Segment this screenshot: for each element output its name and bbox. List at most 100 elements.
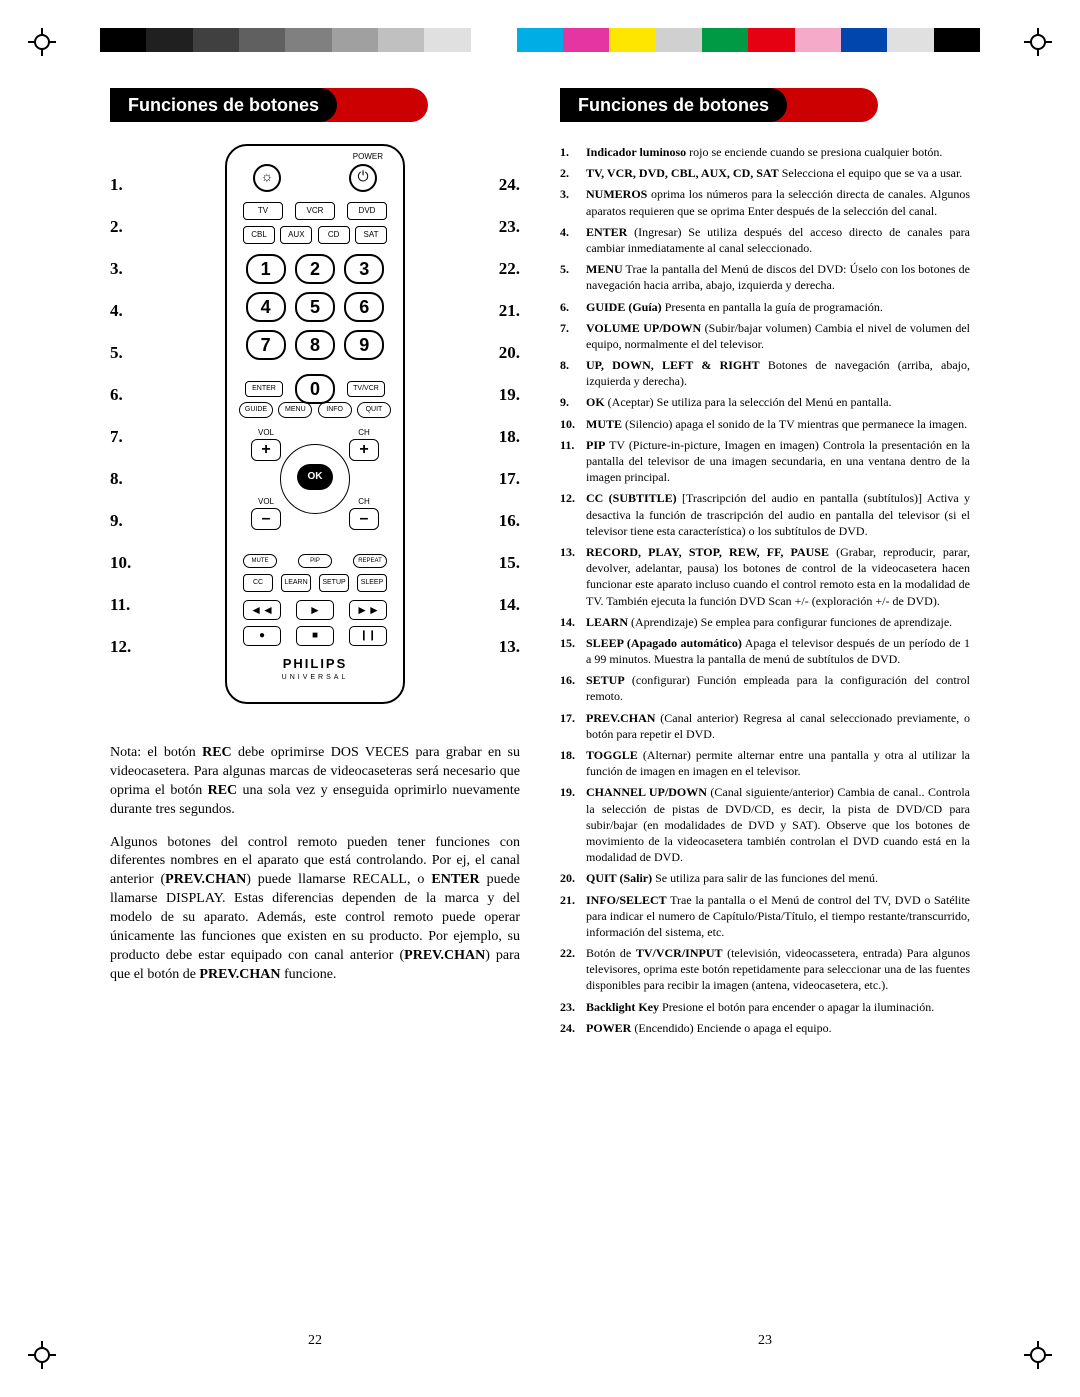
- definition-item: 14.LEARN (Aprendizaje) Se emplea para co…: [560, 614, 970, 630]
- callout-num: 6.: [110, 374, 131, 416]
- definition-item: 12.CC (SUBTITLE) [Trascripción del audio…: [560, 490, 970, 539]
- color-calibration-bar: [100, 28, 980, 52]
- right-page: Funciones de botones 1.Indicador luminos…: [560, 88, 970, 1327]
- callout-num: 13.: [499, 626, 520, 668]
- number-key: 3: [344, 254, 384, 284]
- callout-num: 21.: [499, 290, 520, 332]
- menu-row: GUIDE MENU INFO QUIT: [239, 402, 391, 418]
- square-button: SETUP: [319, 574, 349, 592]
- number-key: 8: [295, 330, 335, 360]
- definition-item: 1.Indicador luminoso rojo se enciende cu…: [560, 144, 970, 160]
- definition-item: 16.SETUP (configurar) Función empleada p…: [560, 672, 970, 704]
- definition-item: 13.RECORD, PLAY, STOP, REW, FF, PAUSE (G…: [560, 544, 970, 609]
- number-key: 5: [295, 292, 335, 322]
- ch-up: +: [349, 439, 379, 461]
- device-row-2: CBL AUX CD SAT: [243, 226, 387, 244]
- callout-num: 7.: [110, 416, 131, 458]
- vol-label: VOL: [247, 428, 285, 437]
- def-text: NUMEROS oprima los números para la selec…: [586, 186, 970, 218]
- def-text: POWER (Encendido) Enciende o apaga el eq…: [586, 1020, 970, 1036]
- transport-button: ►: [296, 600, 334, 620]
- def-text: INFO/SELECT Trae la pantalla o el Menú d…: [586, 892, 970, 941]
- callout-num: 3.: [110, 248, 131, 290]
- callout-num: 17.: [499, 458, 520, 500]
- callout-num: 12.: [110, 626, 131, 668]
- def-text: UP, DOWN, LEFT & RIGHT Botones de navega…: [586, 357, 970, 389]
- def-text: Botón de TV/VCR/INPUT (televisión, video…: [586, 945, 970, 994]
- callout-num: 24.: [499, 164, 520, 206]
- device-button: CD: [318, 226, 350, 244]
- definition-item: 19.CHANNEL UP/DOWN (Canal siguiente/ante…: [560, 784, 970, 865]
- registration-mark: [28, 1341, 56, 1369]
- ok-button: OK: [297, 464, 333, 490]
- def-text: VOLUME UP/DOWN (Subir/bajar volumen) Cam…: [586, 320, 970, 352]
- def-text: RECORD, PLAY, STOP, REW, FF, PAUSE (Grab…: [586, 544, 970, 609]
- callout-num: 11.: [110, 584, 131, 626]
- number-key: 9: [344, 330, 384, 360]
- transport-button: ◄◄: [243, 600, 281, 620]
- def-text: TOGGLE (Alternar) permite alternar entre…: [586, 747, 970, 779]
- def-number: 5.: [560, 261, 586, 293]
- rec-button: ■: [296, 626, 334, 646]
- def-text: TV, VCR, DVD, CBL, AUX, CD, SAT Seleccio…: [586, 165, 970, 181]
- note-text: Nota: el botón REC debe oprimirse DOS VE…: [110, 744, 520, 999]
- definition-item: 20.QUIT (Salir) Se utiliza para salir de…: [560, 870, 970, 886]
- mute-row: MUTEPIPREPEAT: [243, 554, 387, 568]
- def-text: PREV.CHAN (Canal anterior) Regresa al ca…: [586, 710, 970, 742]
- def-text: Backlight Key Presione el botón para enc…: [586, 999, 970, 1015]
- definition-item: 6.GUIDE (Guía) Presenta en pantalla la g…: [560, 299, 970, 315]
- menu-button: INFO: [318, 402, 352, 418]
- def-text: SLEEP (Apagado automático) Apaga el tele…: [586, 635, 970, 667]
- device-button: CBL: [243, 226, 275, 244]
- callout-num: 19.: [499, 374, 520, 416]
- def-text: OK (Aceptar) Se utiliza para la selecció…: [586, 394, 970, 410]
- enter-button: ENTER: [245, 381, 283, 397]
- definition-item: 22.Botón de TV/VCR/INPUT (televisión, vi…: [560, 945, 970, 994]
- menu-button: GUIDE: [239, 402, 273, 418]
- registration-mark: [1024, 1341, 1052, 1369]
- def-number: 2.: [560, 165, 586, 181]
- square-button: SLEEP: [357, 574, 387, 592]
- power-label: POWER: [353, 152, 383, 161]
- definition-item: 9.OK (Aceptar) Se utiliza para la selecc…: [560, 394, 970, 410]
- def-text: CC (SUBTITLE) [Trascripción del audio en…: [586, 490, 970, 539]
- device-row-1: TVVCRDVD: [243, 202, 387, 220]
- brand-label: PHILIPS: [227, 656, 403, 671]
- device-button: TV: [243, 202, 283, 220]
- remote-diagram: 1.2.3.4.5.6.7.8.9.10.11.12. 24.23.22.21.…: [110, 144, 520, 724]
- registration-mark: [1024, 28, 1052, 56]
- definition-item: 15.SLEEP (Apagado automático) Apaga el t…: [560, 635, 970, 667]
- definition-item: 5.MENU Trae la pantalla del Menú de disc…: [560, 261, 970, 293]
- definition-item: 4.ENTER (Ingresar) Se utiliza después de…: [560, 224, 970, 256]
- menu-button: MENU: [278, 402, 312, 418]
- callout-num: 10.: [110, 542, 131, 584]
- backlight-button-icon: ☼: [253, 164, 281, 192]
- def-number: 16.: [560, 672, 586, 704]
- def-text: GUIDE (Guía) Presenta en pantalla la guí…: [586, 299, 970, 315]
- device-button: AUX: [280, 226, 312, 244]
- def-number: 20.: [560, 870, 586, 886]
- definition-item: 21.INFO/SELECT Trae la pantalla o el Men…: [560, 892, 970, 941]
- definition-item: 18.TOGGLE (Alternar) permite alternar en…: [560, 747, 970, 779]
- def-text: MENU Trae la pantalla del Menú de discos…: [586, 261, 970, 293]
- ch-label: CH: [345, 428, 383, 437]
- callout-num: 8.: [110, 458, 131, 500]
- callout-num: 20.: [499, 332, 520, 374]
- device-button: SAT: [355, 226, 387, 244]
- callout-numbers-right: 24.23.22.21.20.19.18.17.16.15.14.13.: [499, 164, 520, 668]
- callout-num: 15.: [499, 542, 520, 584]
- def-text: LEARN (Aprendizaje) Se emplea para confi…: [586, 614, 970, 630]
- callout-num: 23.: [499, 206, 520, 248]
- callout-num: 22.: [499, 248, 520, 290]
- def-text: PIP TV (Picture-in-picture, Imagen en im…: [586, 437, 970, 486]
- def-number: 4.: [560, 224, 586, 256]
- def-number: 7.: [560, 320, 586, 352]
- def-number: 14.: [560, 614, 586, 630]
- definition-item: 10.MUTE (Silencio) apaga el sonido de la…: [560, 416, 970, 432]
- menu-button: QUIT: [357, 402, 391, 418]
- definition-item: 3.NUMEROS oprima los números para la sel…: [560, 186, 970, 218]
- def-number: 19.: [560, 784, 586, 865]
- def-number: 11.: [560, 437, 586, 486]
- def-number: 6.: [560, 299, 586, 315]
- transport-row: ◄◄►►►: [243, 600, 387, 620]
